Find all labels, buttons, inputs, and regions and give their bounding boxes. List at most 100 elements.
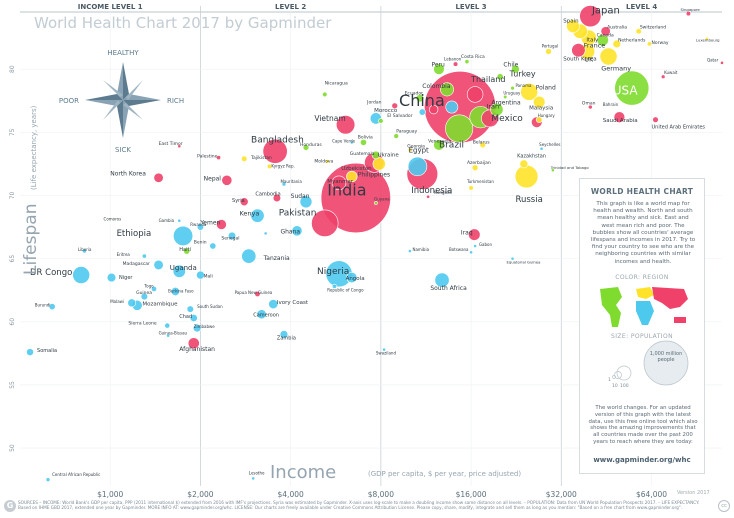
bubble-germany[interactable]	[599, 47, 618, 66]
bubble-north-korea[interactable]	[153, 172, 164, 183]
bubble-pakistan[interactable]	[311, 209, 339, 237]
bubble-venezuela[interactable]	[433, 139, 445, 151]
bubble-gabon[interactable]	[473, 244, 477, 248]
bubble-kenya[interactable]	[250, 208, 265, 223]
bubble-zimbabwe[interactable]	[192, 323, 202, 333]
bubble-mauritania[interactable]	[281, 181, 287, 187]
bubble-afghanistan[interactable]	[187, 337, 200, 350]
bubble-uganda[interactable]	[172, 264, 186, 278]
bubble-zambia[interactable]	[279, 330, 289, 339]
bubble-benin[interactable]	[209, 242, 217, 250]
bubble-peru[interactable]	[433, 63, 445, 75]
bubble-cape-verde[interactable]	[349, 140, 354, 145]
bubble-malawi[interactable]	[127, 298, 137, 308]
bubble-algeria[interactable]	[445, 100, 459, 114]
bubble-japan[interactable]	[579, 5, 602, 28]
bubble-ghana[interactable]	[291, 225, 303, 237]
bubble-vietnam[interactable]	[335, 115, 356, 135]
bubble-myanmar[interactable]	[331, 175, 347, 191]
bubble-mongolia[interactable]	[426, 194, 431, 199]
bubble-brazil[interactable]	[445, 114, 474, 143]
bubble-somalia[interactable]	[26, 348, 34, 356]
bubble-rwanda[interactable]	[196, 223, 205, 231]
bubble-eritrea[interactable]	[141, 253, 147, 259]
bubble-oman[interactable]	[587, 104, 593, 110]
bubble-russia[interactable]	[514, 164, 539, 189]
bubble-guinea[interactable]	[140, 292, 149, 301]
bubble-gambia[interactable]	[177, 218, 182, 223]
bubble-netherlands[interactable]	[612, 39, 621, 49]
bubble-tunisia[interactable]	[418, 108, 426, 116]
bubble-togo[interactable]	[151, 285, 157, 292]
bubble-madagascar[interactable]	[153, 259, 164, 270]
bubble-cameroon[interactable]	[256, 309, 267, 320]
bubble-paraguay[interactable]	[393, 133, 399, 139]
bubble-central-african-republic[interactable]	[45, 477, 51, 483]
bubble-ivory-coast[interactable]	[268, 299, 279, 310]
bubble-luxembourg[interactable]	[705, 36, 709, 41]
bubble-sudan[interactable]	[299, 195, 313, 209]
bubble-panama[interactable]	[510, 85, 515, 91]
bubble-uruguay[interactable]	[503, 94, 508, 100]
bubble-guinea-bissau[interactable]	[166, 333, 170, 338]
bubble-australia[interactable]	[600, 26, 611, 37]
bubble-kyrgyz-rep-[interactable]	[266, 163, 273, 170]
bubble-iraq[interactable]	[468, 228, 481, 241]
bubble-senegal[interactable]	[227, 231, 237, 240]
bubble-tajikistan[interactable]	[241, 155, 248, 162]
bubble-honduras[interactable]	[302, 144, 310, 151]
bubble-lebanon[interactable]	[452, 61, 459, 67]
bubble-sierra-leone[interactable]	[164, 322, 171, 329]
bubble-south-korea[interactable]	[571, 43, 586, 58]
bubble-argentina[interactable]	[490, 102, 504, 117]
bubble-united-arab-emirates[interactable]	[652, 116, 659, 123]
bubble-cambodia[interactable]	[272, 193, 282, 203]
bubble-angola[interactable]	[346, 272, 358, 284]
bubble-yemen[interactable]	[216, 219, 227, 230]
bubble-lesotho[interactable]	[251, 476, 256, 481]
bubble-sri-lanka[interactable]	[428, 104, 439, 115]
bubble-ecuador[interactable]	[415, 94, 425, 103]
bubble-south-africa[interactable]	[434, 272, 450, 288]
bubble-south-sudan[interactable]	[186, 305, 194, 313]
bubble-jordan[interactable]	[391, 102, 398, 110]
bubble-usa[interactable]	[614, 70, 650, 106]
bubble-namibia[interactable]	[408, 249, 412, 253]
bubble-dr-congo[interactable]	[72, 266, 91, 284]
bubble-saudi-arabia[interactable]	[613, 111, 626, 123]
bubble-republic-of-congo[interactable]	[331, 283, 337, 289]
bubble-trinidad-and-tobago[interactable]	[550, 168, 555, 173]
bubble-cuba[interactable]	[496, 73, 504, 81]
bubble-qatar[interactable]	[720, 60, 724, 65]
bubble-hungary[interactable]	[535, 116, 543, 123]
bubble-spain[interactable]	[566, 19, 580, 33]
bubble-kuwait[interactable]	[660, 74, 666, 79]
bubble-liberia[interactable]	[82, 248, 87, 254]
bubble-niger[interactable]	[106, 272, 117, 283]
bubble-burkina-faso[interactable]	[170, 287, 180, 296]
bubble-uzbekistan[interactable]	[346, 170, 358, 183]
bubble-syria[interactable]	[239, 197, 249, 207]
bubble-palestine[interactable]	[216, 155, 222, 160]
bubble-papua-new-guinea[interactable]	[254, 290, 261, 298]
bubble-switzerland[interactable]	[635, 28, 642, 35]
bubble-seychelles[interactable]	[539, 146, 544, 151]
bubble-portugal[interactable]	[545, 48, 552, 55]
bubble-poland[interactable]	[533, 95, 546, 109]
bubble-bangladesh[interactable]	[262, 138, 288, 164]
bubble-east-timor[interactable]	[177, 144, 182, 149]
bubble-botswana[interactable]	[469, 250, 473, 255]
bubble-norway[interactable]	[646, 41, 652, 47]
bubble-costa-rica[interactable]	[464, 59, 470, 64]
bubble-colombia[interactable]	[440, 82, 454, 97]
bubble-singapore[interactable]	[685, 11, 692, 17]
bubble-chad[interactable]	[189, 314, 198, 322]
bubble-belarus[interactable]	[479, 141, 486, 149]
bubble-chile[interactable]	[511, 64, 520, 74]
bubble-kazakhstan[interactable]	[519, 159, 529, 169]
bubble-djibouti[interactable]	[263, 231, 268, 236]
bubble-el-salvador[interactable]	[378, 118, 384, 124]
bubble-azerbaijan[interactable]	[471, 164, 479, 171]
bubble-haiti[interactable]	[183, 247, 191, 255]
bubble-tanzania[interactable]	[241, 248, 257, 264]
